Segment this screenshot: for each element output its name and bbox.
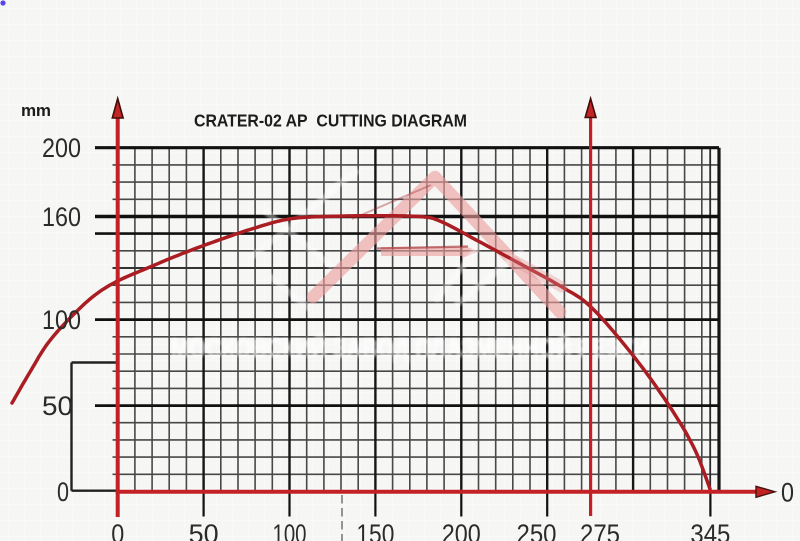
svg-text:150: 150: [356, 519, 394, 541]
svg-text:0: 0: [781, 478, 794, 508]
svg-text:50: 50: [189, 519, 219, 541]
svg-text:160: 160: [42, 202, 81, 232]
svg-text:100: 100: [42, 305, 81, 335]
svg-text:mm: mm: [21, 101, 51, 120]
svg-text:0: 0: [111, 519, 124, 541]
svg-text:275: 275: [580, 519, 620, 541]
svg-text:100: 100: [273, 519, 307, 541]
svg-text:250: 250: [517, 519, 557, 541]
svg-text:200: 200: [42, 133, 81, 163]
svg-text:345: 345: [690, 519, 730, 541]
svg-text:CRATER-02 AP CUTTING DIAGRAM: CRATER-02 AP CUTTING DIAGRAM: [194, 111, 467, 131]
svg-text:МОСКОВСКИЙ ЗАВОД ПЛАЗМЕННОЙ РЕ: МОСКОВСКИЙ ЗАВОД ПЛАЗМЕННОЙ РЕЗКИ: [171, 333, 649, 363]
svg-text:200: 200: [442, 519, 481, 541]
svg-text:50: 50: [42, 391, 73, 421]
svg-text:0: 0: [57, 477, 69, 507]
